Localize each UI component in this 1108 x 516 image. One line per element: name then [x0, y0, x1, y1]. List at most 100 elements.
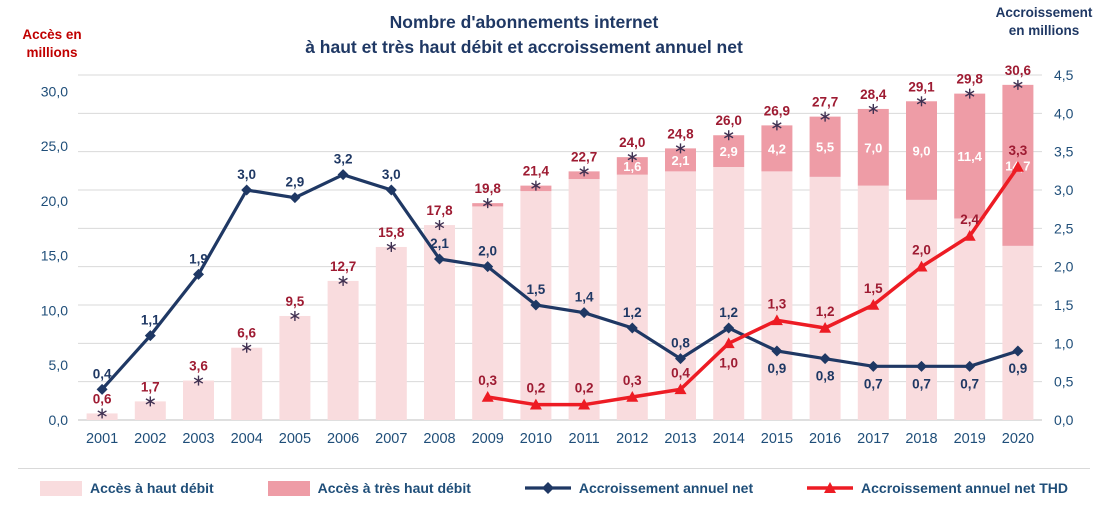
svg-text:1,4: 1,4 [575, 290, 594, 305]
left-axis-title-line2: millions [26, 45, 78, 61]
svg-text:3,0: 3,0 [382, 167, 401, 182]
svg-text:2,1: 2,1 [671, 153, 689, 168]
svg-text:2004: 2004 [231, 431, 263, 447]
svg-text:29,1: 29,1 [908, 79, 935, 94]
svg-text:17,8: 17,8 [426, 203, 453, 218]
svg-text:5,5: 5,5 [816, 140, 834, 155]
right-axis-title-line2: en millions [1008, 23, 1080, 39]
svg-text:3,3: 3,3 [1009, 143, 1028, 158]
svg-text:2,1: 2,1 [430, 236, 449, 251]
svg-text:6,6: 6,6 [237, 326, 256, 341]
legend-item-accroissement-net: Accroissement annuel net [524, 480, 754, 496]
svg-text:0,7: 0,7 [864, 376, 883, 391]
svg-text:0,6: 0,6 [93, 391, 112, 406]
svg-text:0,3: 0,3 [623, 373, 642, 388]
svg-text:10,0: 10,0 [41, 302, 68, 318]
svg-text:24,8: 24,8 [667, 126, 694, 141]
chart-title-line1: Nombre d'abonnements internet [389, 12, 659, 32]
svg-text:2011: 2011 [569, 431, 600, 447]
svg-text:0,7: 0,7 [960, 376, 979, 391]
svg-text:3,5: 3,5 [1054, 144, 1074, 160]
svg-text:0,2: 0,2 [575, 381, 594, 396]
legend-item-haut-debit: Accès à haut débit [40, 480, 214, 496]
svg-text:0,3: 0,3 [478, 373, 497, 388]
svg-text:0,2: 0,2 [527, 381, 546, 396]
svg-text:2001: 2001 [86, 431, 118, 447]
svg-text:2008: 2008 [423, 431, 455, 447]
legend-swatch-haut-debit-icon [40, 480, 82, 496]
svg-text:2015: 2015 [761, 431, 793, 447]
svg-text:3,2: 3,2 [334, 152, 353, 167]
svg-text:15,0: 15,0 [41, 248, 68, 264]
svg-text:2016: 2016 [809, 431, 841, 447]
svg-text:2,0: 2,0 [478, 244, 497, 259]
svg-text:0,4: 0,4 [93, 366, 112, 381]
legend-item-accroissement-net-thd: Accroissement annuel net THD [807, 480, 1068, 496]
svg-text:2020: 2020 [1002, 431, 1034, 447]
svg-text:25,0: 25,0 [41, 138, 68, 154]
svg-text:2003: 2003 [182, 431, 214, 447]
svg-text:27,7: 27,7 [812, 95, 838, 110]
svg-text:1,5: 1,5 [864, 281, 883, 296]
svg-text:0,9: 0,9 [768, 361, 787, 376]
svg-text:21,4: 21,4 [523, 164, 550, 179]
chart-title: Nombre d'abonnements internet à haut et … [120, 10, 928, 61]
svg-text:0,8: 0,8 [671, 336, 690, 351]
svg-text:2,9: 2,9 [286, 175, 305, 190]
svg-text:4,2: 4,2 [768, 141, 786, 156]
svg-text:9,5: 9,5 [286, 294, 305, 309]
svg-text:26,0: 26,0 [716, 113, 742, 128]
svg-text:1,5: 1,5 [1054, 297, 1074, 313]
svg-text:1,0: 1,0 [1054, 335, 1074, 351]
svg-text:1,2: 1,2 [623, 305, 642, 320]
svg-text:2018: 2018 [905, 431, 937, 447]
svg-text:1,9: 1,9 [189, 251, 208, 266]
svg-text:0,8: 0,8 [816, 369, 835, 384]
svg-text:2,4: 2,4 [960, 212, 979, 227]
svg-text:2,0: 2,0 [1054, 259, 1074, 275]
svg-text:0,5: 0,5 [1054, 374, 1074, 390]
svg-text:2,0: 2,0 [912, 243, 931, 258]
svg-text:19,8: 19,8 [475, 181, 502, 196]
svg-text:2019: 2019 [954, 431, 986, 447]
svg-text:0,7: 0,7 [912, 376, 931, 391]
svg-text:3,0: 3,0 [1054, 182, 1074, 198]
chart-title-line2: à haut et très haut débit et accroisseme… [305, 37, 743, 58]
svg-text:15,8: 15,8 [378, 225, 405, 240]
svg-text:2010: 2010 [520, 431, 552, 447]
svg-text:11,4: 11,4 [957, 149, 982, 164]
svg-text:30,0: 30,0 [41, 83, 68, 99]
svg-text:2006: 2006 [327, 431, 359, 447]
svg-text:24,0: 24,0 [619, 135, 645, 150]
svg-text:2012: 2012 [616, 431, 648, 447]
svg-text:2014: 2014 [713, 431, 745, 447]
svg-text:1,7: 1,7 [141, 379, 160, 394]
svg-text:5,0: 5,0 [49, 357, 69, 373]
svg-text:1,3: 1,3 [768, 296, 787, 311]
legend-line-triangle-icon [807, 482, 854, 493]
legend-label-haut-debit: Accès à haut débit [90, 480, 214, 496]
svg-text:2005: 2005 [279, 431, 311, 447]
svg-text:1,6: 1,6 [623, 159, 641, 174]
svg-text:1,1: 1,1 [141, 313, 160, 328]
legend-item-tres-haut-debit: Accès à très haut débit [267, 480, 471, 496]
svg-text:4,5: 4,5 [1054, 67, 1074, 83]
svg-text:1,0: 1,0 [719, 355, 738, 370]
svg-text:28,4: 28,4 [860, 87, 887, 102]
svg-text:2013: 2013 [664, 431, 696, 447]
svg-text:3,0: 3,0 [237, 167, 256, 182]
legend-line-diamond-icon [524, 482, 571, 494]
svg-text:0,0: 0,0 [1054, 412, 1074, 428]
svg-text:3,6: 3,6 [189, 359, 208, 374]
legend-label-accroissement-net: Accroissement annuel net [578, 480, 754, 496]
legend-swatch-tres-haut-debit-icon [267, 480, 310, 496]
svg-text:0,0: 0,0 [49, 412, 69, 428]
left-axis-title: Accès en millions [8, 26, 96, 62]
svg-text:4,0: 4,0 [1054, 105, 1074, 121]
svg-text:26,9: 26,9 [764, 103, 790, 118]
svg-text:2,5: 2,5 [1054, 220, 1074, 236]
svg-text:2007: 2007 [375, 431, 407, 447]
legend-label-accroissement-net-thd: Accroissement annuel net THD [861, 480, 1068, 496]
right-axis-title-line1: Accroissement [995, 5, 1093, 20]
svg-text:29,8: 29,8 [957, 72, 984, 87]
